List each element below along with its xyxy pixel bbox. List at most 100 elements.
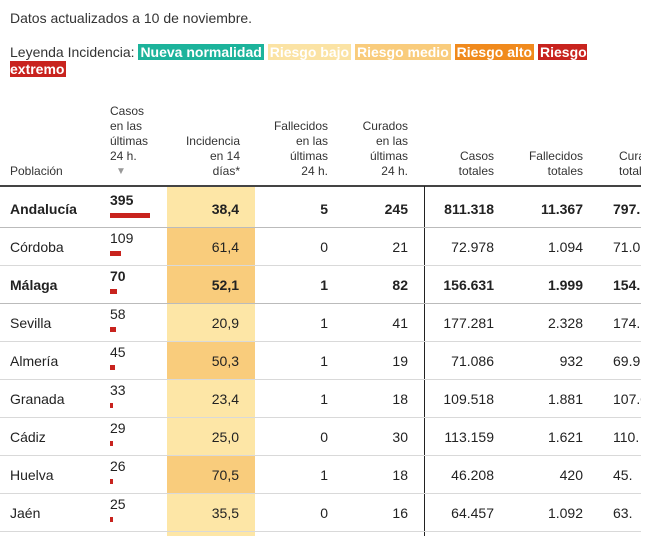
header-fallecidos24[interactable]: Fallecidos en las últimas 24 h. xyxy=(258,119,328,179)
casos24-bar xyxy=(110,479,113,484)
header-poblacion[interactable]: Población xyxy=(10,164,63,179)
cell-casos-totales: 811.318 xyxy=(444,201,494,217)
casos24-value: 29 xyxy=(110,420,126,436)
cell-curados-totales: 110. xyxy=(613,429,640,445)
cell-fallecidos-totales: 1.092 xyxy=(547,505,583,521)
cell-incidencia: 50,3 xyxy=(167,342,255,380)
header-line: últimas xyxy=(289,149,328,163)
cell-poblacion: Granada xyxy=(10,391,65,407)
cell-curados-totales: 174. xyxy=(613,315,641,331)
cell-fallecidos24: 0 xyxy=(320,505,328,521)
cell-casos-totales: 72.978 xyxy=(451,239,494,255)
header-line: Casos xyxy=(110,104,145,118)
incidencia-value: 23,4 xyxy=(211,391,239,407)
cell-fallecidos-totales: 2.328 xyxy=(547,315,583,331)
legend-nueva-normalidad: Nueva normalidad xyxy=(138,44,264,60)
incidencia-value: 38,4 xyxy=(211,201,239,217)
header-curados-totales[interactable]: Curados totales xyxy=(619,149,641,179)
casos24-value: 395 xyxy=(110,192,134,208)
cell-incidencia: 61,4 xyxy=(167,228,255,266)
cell-poblacion: Huelva xyxy=(10,467,54,483)
cell-fallecidos24: 1 xyxy=(320,353,328,369)
table-row[interactable]: Cádiz 29 25,0 0 30 113.159 1.621 110. xyxy=(0,418,641,456)
cell-casos-totales: 71.086 xyxy=(451,353,494,369)
incidencia-value: 50,3 xyxy=(211,353,239,369)
casos24-value: 109 xyxy=(110,230,134,246)
sort-down-icon[interactable]: ▼ xyxy=(116,166,126,177)
header-line: Fallecidos xyxy=(528,149,583,163)
table-row[interactable]: Almería 45 50,3 1 19 71.086 932 69.9 xyxy=(0,342,641,380)
update-note: Datos actualizados a 10 de noviembre. xyxy=(10,10,253,26)
cell-casos-totales: 113.159 xyxy=(444,429,494,445)
header-line: Curados xyxy=(362,119,408,133)
row-divider xyxy=(0,341,641,342)
header-line: totales xyxy=(547,164,583,178)
cell-curados24: 245 xyxy=(384,201,408,217)
cell-poblacion: Sevilla xyxy=(10,315,52,331)
cell-poblacion: Andalucía xyxy=(10,201,77,217)
header-line: en las xyxy=(375,134,408,148)
header-casos-totales[interactable]: Casos totales xyxy=(424,149,494,179)
cell-curados-totales: 63. xyxy=(613,505,633,521)
cell-poblacion: Cádiz xyxy=(10,429,46,445)
incidencia-value: 70,5 xyxy=(211,467,239,483)
cell-incidencia: 25,0 xyxy=(167,418,255,456)
casos24-value: 25 xyxy=(110,496,126,512)
header-line: 24 h. xyxy=(301,164,328,178)
table-row[interactable]: Sevilla 58 20,9 1 41 177.281 2.328 174. xyxy=(0,304,641,342)
incidencia-value: 25,0 xyxy=(211,429,239,445)
table-row[interactable]: Córdoba 109 61,4 0 21 72.978 1.094 71.0 xyxy=(0,228,641,266)
cell-incidencia: 70,5 xyxy=(167,456,255,494)
legend: Leyenda Incidencia: Nueva normalidad Rie… xyxy=(10,44,640,78)
header-curados24[interactable]: Curados en las últimas 24 h. xyxy=(340,119,408,179)
row-divider xyxy=(0,531,641,532)
header-label: Población xyxy=(10,164,63,178)
header-line: Casos xyxy=(459,149,494,163)
casos24-bar xyxy=(110,289,117,294)
table-row[interactable]: Granada 33 23,4 1 18 109.518 1.881 107.0 xyxy=(0,380,641,418)
legend-label: Leyenda Incidencia: xyxy=(10,44,135,60)
row-divider xyxy=(0,379,641,380)
cell-poblacion: Málaga xyxy=(10,277,58,293)
incidencia-value: 61,4 xyxy=(211,239,239,255)
casos24-bar xyxy=(110,517,113,522)
header-fallecidos-totales[interactable]: Fallecidos totales xyxy=(500,149,583,179)
casos24-bar xyxy=(110,213,150,218)
cell-casos-totales: 156.631 xyxy=(443,277,494,293)
cell-incidencia: 38,4 xyxy=(167,190,255,228)
header-incidencia[interactable]: Incidencia en 14 días* xyxy=(170,134,240,179)
header-divider xyxy=(0,185,641,187)
cell-curados24: 19 xyxy=(392,353,408,369)
cell-curados-totales: 45. xyxy=(613,467,633,483)
header-line: últimas xyxy=(110,134,149,148)
cell-fallecidos-totales: 11.367 xyxy=(540,201,583,217)
cell-incidencia: 35,5 xyxy=(167,494,255,532)
header-casos24[interactable]: Casos en las últimas 24 h. xyxy=(110,104,148,164)
incidencia-value: 52,1 xyxy=(211,277,239,293)
header-line: días* xyxy=(212,164,240,178)
cell-fallecidos-totales: 1.999 xyxy=(547,277,583,293)
cell-curados24: 82 xyxy=(392,277,408,293)
row-divider xyxy=(0,303,641,304)
cell-fallecidos-totales: 932 xyxy=(559,353,583,369)
cell-curados24: 21 xyxy=(392,239,408,255)
header-line: en las xyxy=(295,134,328,148)
cell-fallecidos-totales: 420 xyxy=(559,467,583,483)
cell-curados-totales: 154. xyxy=(613,277,641,293)
casos24-bar xyxy=(110,251,121,256)
cell-curados-totales: 71.0 xyxy=(613,239,641,255)
cell-casos-totales: 46.208 xyxy=(451,467,494,483)
data-table: Población Casos en las últimas 24 h. ▼ I… xyxy=(0,104,641,536)
table-row[interactable]: Huelva 26 70,5 1 18 46.208 420 45. xyxy=(0,456,641,494)
header-line: Fallecidos xyxy=(273,119,328,133)
cell-curados24: 41 xyxy=(392,315,408,331)
table-row[interactable]: Jaén 25 35,5 0 16 64.457 1.092 63. xyxy=(0,494,641,532)
table-row[interactable]: Andalucía 395 38,4 5 245 811.318 11.367 … xyxy=(0,190,641,228)
cell-fallecidos24: 5 xyxy=(320,201,328,217)
header-line: últimas xyxy=(369,149,408,163)
cell-curados-totales: 69.9 xyxy=(613,353,641,369)
table-row[interactable]: Málaga 70 52,1 1 82 156.631 1.999 154. xyxy=(0,266,641,304)
cell-fallecidos24: 1 xyxy=(320,391,328,407)
cell-fallecidos24: 1 xyxy=(320,277,328,293)
cell-fallecidos24: 1 xyxy=(320,315,328,331)
